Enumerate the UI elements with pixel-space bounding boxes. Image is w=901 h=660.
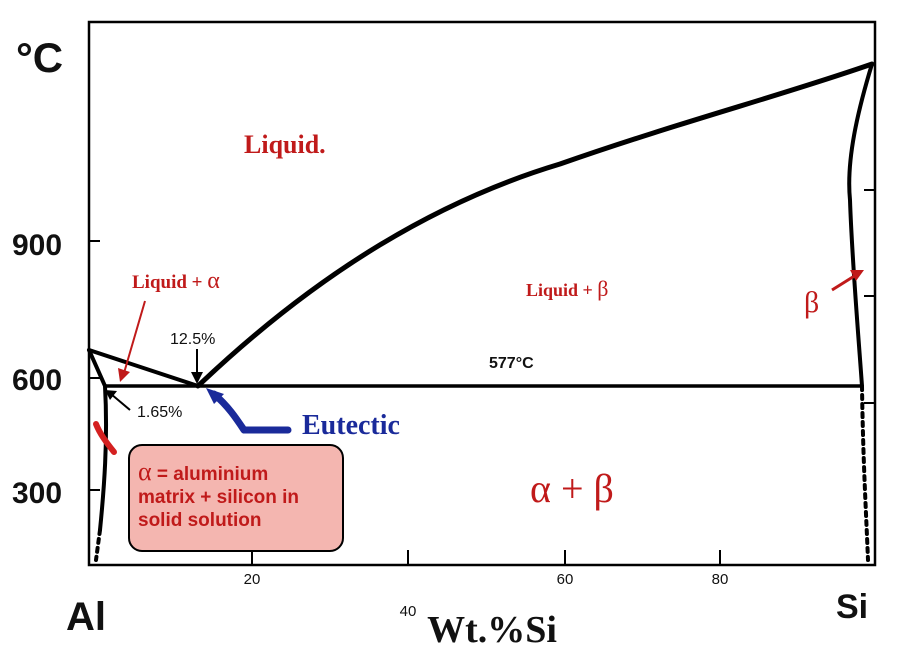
plot-frame bbox=[87, 20, 877, 567]
alpha-phase-note: α = aluminium matrix + silicon in solid … bbox=[128, 444, 344, 552]
note-line-1: α = aluminium bbox=[138, 457, 342, 486]
y-unit-label: °C bbox=[16, 34, 63, 81]
liquid-beta-label: Liquid + β bbox=[526, 276, 609, 301]
note-line-2: matrix + silicon in bbox=[138, 487, 300, 508]
liquidus-si-side bbox=[195, 61, 875, 389]
x-tick-40: 40 bbox=[400, 603, 417, 620]
solvus-al-dashed bbox=[94, 528, 102, 562]
arrow-1-65-line bbox=[110, 393, 131, 411]
arrow-liquid-alpha-line bbox=[123, 300, 146, 374]
arrow-liquid-alpha-head bbox=[118, 368, 130, 382]
note-alpha-symbol: α bbox=[138, 457, 152, 486]
solvus-si-dashed bbox=[860, 384, 870, 562]
note-text-1: = aluminium bbox=[151, 464, 269, 485]
eutectic-temperature-label: 577°C bbox=[489, 355, 534, 372]
solubility-limit-label: 1.65% bbox=[137, 404, 182, 421]
arrows bbox=[93, 270, 864, 455]
x-tick-60: 60 bbox=[557, 571, 574, 588]
arrow-1-65-head bbox=[105, 390, 117, 400]
liquid-region-label: Liquid. bbox=[244, 130, 326, 159]
liquid-alpha-label: Liquid + α bbox=[132, 268, 220, 294]
si-end-label: Si bbox=[836, 588, 868, 626]
beta-region-label: β bbox=[804, 286, 819, 319]
eutectic-label: Eutectic bbox=[302, 410, 400, 441]
y-tick-600: 600 bbox=[12, 364, 62, 397]
x-axis-label: Wt.%Si bbox=[427, 609, 557, 651]
arrow-eutectic-head bbox=[206, 388, 224, 404]
solvus-al bbox=[98, 384, 109, 532]
liquidus-al-side bbox=[87, 348, 200, 388]
tick-marks bbox=[89, 189, 875, 565]
y-tick-900: 900 bbox=[12, 229, 62, 262]
phase-boundaries bbox=[87, 61, 875, 562]
x-tick-20: 20 bbox=[244, 571, 261, 588]
y-tick-300: 300 bbox=[12, 477, 62, 510]
arrow-eutectic-line bbox=[210, 390, 292, 434]
eutectic-composition-label: 12.5% bbox=[170, 331, 215, 348]
x-tick-80: 80 bbox=[712, 571, 729, 588]
solidus-al bbox=[87, 348, 107, 388]
arrow-beta-line bbox=[831, 273, 857, 292]
arrow-note-line bbox=[93, 421, 117, 455]
alpha-beta-region-label: α + β bbox=[530, 466, 614, 511]
arrow-12-5-head bbox=[191, 372, 203, 384]
arrow-beta-head bbox=[850, 270, 864, 281]
al-end-label: Al bbox=[66, 595, 106, 639]
solidus-si bbox=[847, 62, 874, 388]
note-line-3: solid solution bbox=[138, 510, 262, 531]
